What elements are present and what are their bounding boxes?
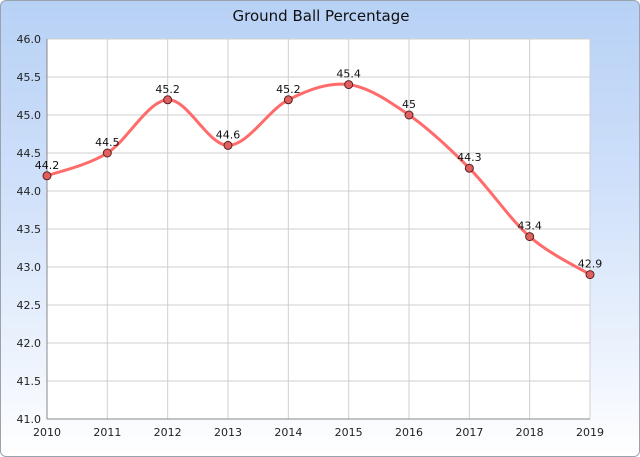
x-tick-label: 2013 (214, 426, 242, 439)
y-tick-label: 43.0 (17, 261, 42, 274)
y-tick-label: 46.0 (17, 33, 42, 46)
y-tick-label: 44.5 (17, 147, 42, 160)
y-tick-label: 42.0 (17, 337, 42, 350)
data-label: 43.4 (517, 220, 542, 233)
x-tick-label: 2011 (93, 426, 121, 439)
chart-title: Ground Ball Percentage (232, 7, 410, 25)
data-point (42, 171, 52, 181)
data-point (464, 163, 474, 173)
data-label: 44.2 (35, 159, 60, 172)
data-label: 44.3 (457, 151, 482, 164)
x-tick-label: 2017 (455, 426, 483, 439)
series-line (45, 82, 592, 277)
x-tick-label: 2018 (516, 426, 544, 439)
y-tick-label: 41.0 (17, 413, 42, 426)
x-tick-label: 2015 (335, 426, 363, 439)
data-label: 42.9 (578, 258, 603, 271)
y-tick-label: 45.5 (17, 71, 42, 84)
x-tick-label: 2014 (274, 426, 302, 439)
data-point (223, 140, 233, 150)
data-label: 44.6 (216, 128, 241, 141)
data-label: 45.2 (155, 83, 180, 96)
y-tick-label: 41.5 (17, 375, 42, 388)
x-tick-label: 2010 (33, 426, 61, 439)
data-point (102, 148, 112, 158)
y-tick-label: 45.0 (17, 109, 42, 122)
x-tick-label: 2012 (154, 426, 182, 439)
y-tick-label: 42.5 (17, 299, 42, 312)
x-tick-label: 2019 (576, 426, 604, 439)
y-tick-label: 43.5 (17, 223, 42, 236)
data-point (163, 95, 173, 105)
data-label: 44.5 (95, 136, 120, 149)
data-label: 45 (402, 98, 416, 111)
data-point (585, 270, 595, 280)
data-point (404, 110, 414, 120)
y-tick-label: 44.0 (17, 185, 42, 198)
data-point (525, 232, 535, 242)
x-tick-label: 2016 (395, 426, 423, 439)
data-label: 45.2 (276, 83, 301, 96)
data-point (283, 95, 293, 105)
data-label: 45.4 (336, 68, 361, 81)
data-point (344, 80, 354, 90)
